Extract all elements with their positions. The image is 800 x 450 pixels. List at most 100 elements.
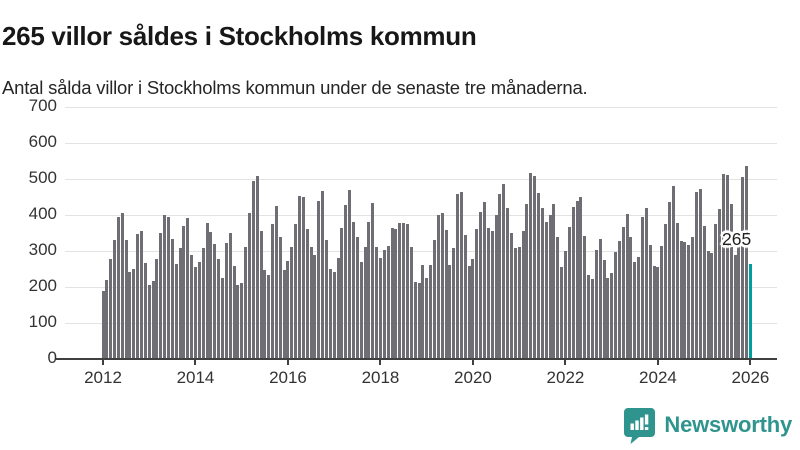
x-axis-tick-mark <box>286 360 289 365</box>
bar <box>486 228 490 359</box>
bar <box>124 240 128 359</box>
bar <box>502 184 506 359</box>
bar <box>579 196 583 359</box>
bar <box>371 203 375 359</box>
bar <box>687 244 691 359</box>
bar <box>714 224 718 359</box>
bar <box>174 263 178 359</box>
bar <box>679 241 683 359</box>
bar <box>274 206 278 359</box>
bar <box>567 226 571 359</box>
bar <box>236 284 240 359</box>
bar <box>463 235 467 359</box>
bar <box>421 265 425 359</box>
bar <box>109 259 113 359</box>
highlighted-bar-current-period <box>748 263 752 359</box>
bar <box>675 222 679 359</box>
bar <box>745 166 749 359</box>
bar <box>648 244 652 359</box>
bar <box>344 204 348 359</box>
bar <box>614 252 618 359</box>
last-value-annotation: 265 <box>722 229 752 249</box>
bar <box>355 236 359 359</box>
bar <box>544 222 548 359</box>
bar <box>155 259 159 359</box>
bar <box>721 173 725 359</box>
bar <box>737 245 741 359</box>
bar <box>698 189 702 359</box>
bar <box>594 250 598 359</box>
bar <box>602 260 606 359</box>
bar <box>637 257 641 359</box>
bar <box>471 258 475 359</box>
bar <box>186 217 190 359</box>
x-axis-tick-label: 2022 <box>546 368 585 387</box>
x-axis-tick-mark <box>471 360 474 365</box>
gridline-y500 <box>65 179 777 180</box>
bar <box>259 231 263 359</box>
bar <box>633 262 637 359</box>
bar <box>695 191 699 359</box>
bar <box>332 272 336 359</box>
bar <box>641 216 645 359</box>
bar-chart-plot-area: 265 0 100 200 300 400 500 600 700 2012 2014 2016 20… <box>29 96 777 387</box>
bar <box>382 250 386 359</box>
bar <box>136 234 140 359</box>
bar <box>664 224 668 359</box>
bar <box>409 247 413 359</box>
bar <box>143 263 147 359</box>
bar <box>205 222 209 359</box>
bar <box>390 227 394 359</box>
bar <box>479 211 483 359</box>
bar <box>425 278 429 359</box>
bar <box>298 195 302 359</box>
bar <box>255 175 259 359</box>
bar <box>278 236 282 359</box>
bar <box>386 246 390 359</box>
bar <box>209 231 213 359</box>
bar <box>182 226 186 359</box>
bar <box>710 252 714 359</box>
bar <box>251 180 255 359</box>
bar <box>432 240 436 359</box>
y-axis-tick-label: 700 <box>28 96 57 115</box>
bar <box>348 189 352 359</box>
x-axis-tick-label: 2026 <box>731 368 770 387</box>
bar <box>120 213 124 359</box>
bar <box>317 200 321 359</box>
bar <box>128 272 132 359</box>
bar <box>610 273 614 359</box>
bar <box>294 224 298 359</box>
x-axis-tick-label: 2016 <box>269 368 307 387</box>
bar <box>448 265 452 359</box>
bar <box>363 247 367 359</box>
bar <box>706 251 710 359</box>
y-axis-tick-label: 300 <box>28 240 57 259</box>
bar <box>540 208 544 359</box>
bar <box>444 230 448 359</box>
bar <box>309 247 313 359</box>
y-axis-tick-label: 600 <box>28 132 57 151</box>
bar <box>413 282 417 359</box>
bar <box>394 229 398 359</box>
x-axis-tick-label: 2024 <box>639 368 677 387</box>
bar <box>197 262 201 359</box>
bar <box>729 204 733 359</box>
bar <box>220 278 224 359</box>
bar <box>290 247 294 359</box>
bar <box>691 236 695 359</box>
bar <box>151 280 155 359</box>
bar <box>741 177 745 359</box>
bar <box>101 290 105 359</box>
bar <box>548 215 552 359</box>
bar <box>587 274 591 359</box>
bar <box>652 266 656 359</box>
bar <box>456 194 460 359</box>
bar <box>521 231 525 359</box>
bar <box>552 204 556 359</box>
bar <box>575 200 579 359</box>
bar <box>132 269 136 359</box>
bar <box>105 279 109 359</box>
bar <box>228 233 232 359</box>
x-axis-tick-label: 2020 <box>454 368 492 387</box>
